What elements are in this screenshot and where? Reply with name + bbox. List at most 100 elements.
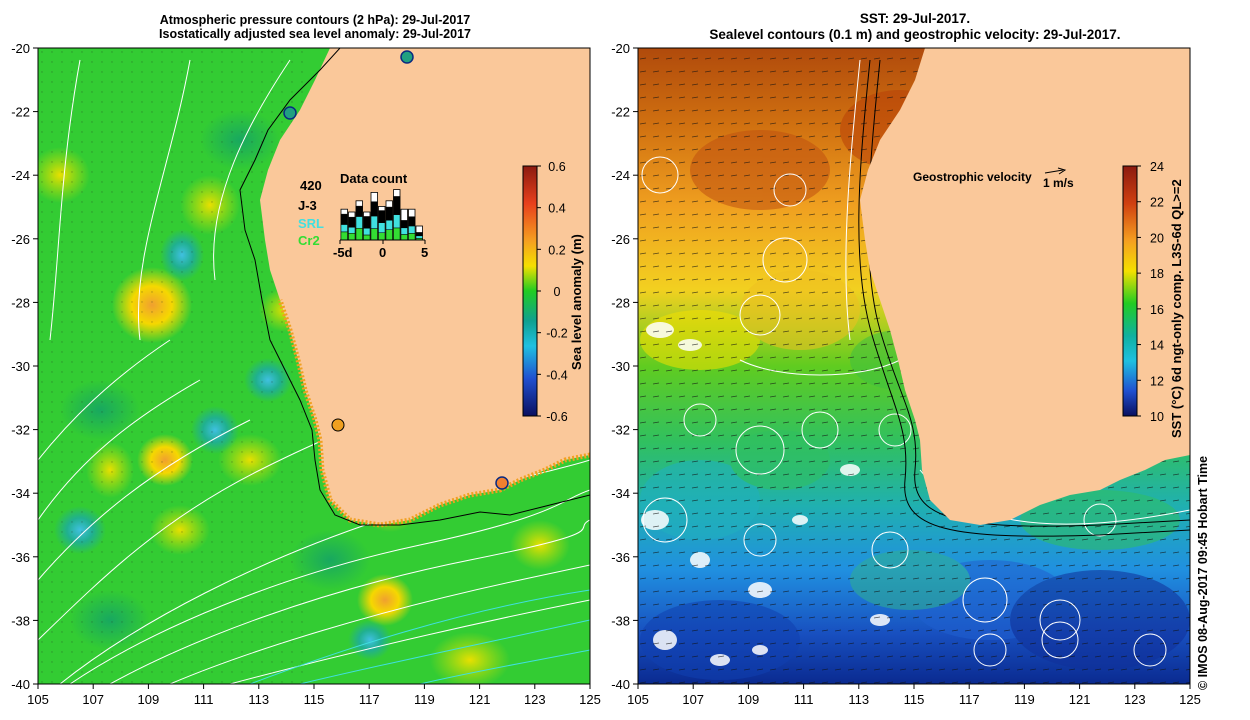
left-ytick-label: -38: [11, 613, 30, 628]
sla-cbar-tick-label: -0.4: [546, 368, 568, 382]
sla-cbar-tick-label: -0.6: [546, 410, 568, 424]
inset-label-cr2: Cr2: [298, 233, 320, 248]
left-xtick-label: 113: [248, 692, 269, 707]
inset-bar-segment: [348, 226, 356, 234]
inset-title: Data count: [340, 171, 408, 186]
inset-bar-segment: [400, 234, 408, 241]
right-xtick-label: 107: [682, 692, 704, 707]
imos-credit: © IMOS 08-Aug-2017 09:45 Hobart Time: [1196, 455, 1210, 690]
cyan-contours: [249, 589, 590, 684]
right-xtick-label: 111: [794, 692, 814, 707]
left-ytick-label: -40: [11, 677, 30, 692]
inset-bar-segment: [348, 216, 356, 228]
inset-bar-segment: [408, 233, 416, 241]
left-ytick-label: -26: [11, 232, 30, 247]
left-ytick-label: -20: [11, 41, 30, 56]
inset-xtick-neg5: -5d: [333, 245, 353, 260]
inset-bar-segment: [415, 232, 423, 237]
inset-label-srl: SRL: [298, 216, 324, 231]
shelf-edge-left: [277, 299, 590, 528]
sst-cbar-tick-label: 16: [1150, 303, 1164, 317]
inset-bar-segment: [378, 222, 386, 233]
inset-bar-segment: [355, 216, 363, 229]
inset-bar-segment: [355, 205, 363, 217]
inset-bar-segment: [400, 227, 408, 235]
left-xtick-label: 119: [414, 692, 435, 707]
right-ytick-label: -36: [611, 550, 630, 565]
inset-bar-segment: [393, 227, 401, 241]
inset-xtick-0: 0: [379, 245, 386, 260]
sla-cbar-tick-label: -0.2: [546, 327, 568, 341]
sla-cbar-tick-label: 0: [554, 285, 561, 299]
land-mass-right: [860, 48, 1190, 525]
right-ytick-label: -24: [611, 168, 630, 183]
inset-bar-segment: [408, 216, 416, 227]
left-xtick-label: 123: [524, 692, 546, 707]
sla-cbar-tick-label: 0.6: [548, 160, 565, 174]
inset-bar-segment: [400, 220, 408, 229]
sst-cbar-tick-label: 10: [1150, 410, 1164, 424]
sst-colorbar-title: SST (°C) 6d ngt-only comp. L3S-6d QL>=2: [1169, 179, 1184, 438]
right-xtick-label: 125: [1179, 692, 1201, 707]
left-title-line1: Atmospheric pressure contours (2 hPa): 2…: [159, 13, 471, 27]
right-ytick-label: -30: [611, 359, 630, 374]
right-xtick-label: 121: [1069, 692, 1091, 707]
inset-bar-segment: [378, 232, 386, 241]
tide-gauge-marker[interactable]: [495, 476, 509, 490]
inset-bar-segment: [340, 224, 348, 233]
right-xtick-label: 117: [959, 692, 980, 707]
right-ytick-label: -32: [611, 423, 630, 438]
sst-cbar-tick-label: 14: [1150, 339, 1164, 353]
inset-bar-segment: [385, 229, 393, 241]
inset-xtick-5: 5: [421, 245, 428, 260]
inset-bar-segment: [415, 235, 423, 239]
inset-bar-segment: [393, 214, 401, 229]
left-xtick-label: 121: [469, 692, 491, 707]
land-mass-left: [260, 48, 590, 525]
right-axes: 105 107 109 111 113 115 117 119 121 123 125 -20 -22 -…: [611, 41, 1201, 707]
sla-cbar-tick-label: 0.2: [548, 243, 565, 257]
sst-cbar-tick-label: 20: [1150, 231, 1164, 245]
left-ytick-label: -28: [11, 295, 30, 310]
inset-bars: [340, 189, 423, 241]
bathymetry-contour-left: [239, 48, 590, 526]
tide-gauge-marker[interactable]: [283, 106, 297, 120]
left-ytick-label: -30: [11, 359, 30, 374]
right-ytick-label: -34: [611, 486, 630, 501]
left-xtick-label: 111: [194, 692, 214, 707]
sla-colorbar-title: Sea level anomaly (m): [569, 234, 584, 370]
left-xtick-label: 105: [27, 692, 49, 707]
right-title-line1: SST: 29-Jul-2017.: [859, 11, 971, 26]
sealevel-contours: [641, 59, 1190, 667]
right-ytick-label: -20: [611, 41, 630, 56]
inset-bar-segment: [363, 234, 371, 241]
inset-bar-segment: [340, 213, 348, 225]
right-xtick-label: 123: [1124, 692, 1146, 707]
right-map: Geostrophic velocity 1 m/s: [638, 48, 1190, 684]
left-xtick-label: 117: [359, 692, 380, 707]
right-title-line2: Sealevel contours (0.1 m) and geostrophi…: [709, 27, 1121, 42]
left-axes: 105 107 109 111 113 115 117 119 121 123 125 -20 -22 -…: [11, 41, 601, 707]
left-ytick-label: -36: [11, 550, 30, 565]
sst-cbar-tick-label: 24: [1150, 160, 1164, 174]
tide-gauge-marker[interactable]: [331, 418, 345, 432]
tide-gauge-marker[interactable]: [400, 50, 414, 64]
left-ytick-label: -22: [11, 105, 30, 120]
left-xtick-label: 109: [138, 692, 160, 707]
data-count-inset: Data count 420 J-3 SRL Cr2 -5d 0 5: [298, 171, 428, 260]
left-ytick-label: -24: [11, 168, 30, 183]
right-xtick-label: 115: [904, 692, 925, 707]
right-ytick-label: -22: [611, 105, 630, 120]
inset-label-j3: J-3: [298, 198, 317, 213]
sla-cbar-tick-label: 0.4: [548, 202, 565, 216]
velocity-scale-arrow: [1044, 169, 1064, 174]
inset-bar-segment: [370, 228, 378, 241]
sst-cbar-tick-label: 22: [1150, 196, 1164, 210]
left-title-line2: Isostatically adjusted sea level anomaly…: [159, 27, 471, 41]
inset-bar-segment: [385, 219, 393, 230]
right-xtick-label: 119: [1014, 692, 1035, 707]
velocity-legend-label: Geostrophic velocity: [913, 170, 1032, 184]
velocity-scale-label: 1 m/s: [1043, 176, 1074, 190]
sst-colorbar: 24 22 20 18 16 14 12 10 SST (°C) 6d ngt-only co…: [1122, 160, 1184, 438]
